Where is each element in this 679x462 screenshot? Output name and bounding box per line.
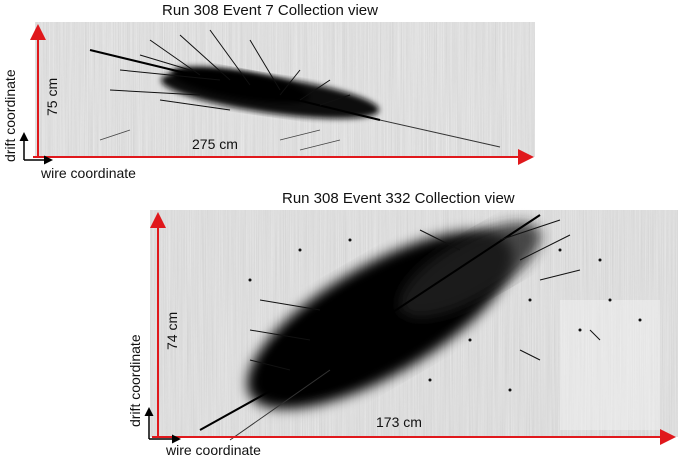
event-7-axis-icon [19, 132, 53, 165]
event-7-horizontal-scale-label: 275 cm [192, 136, 238, 152]
event-7-vertical-scale-label: 75 cm [44, 77, 60, 116]
event-332-image [150, 210, 678, 441]
event-7-image [35, 22, 535, 157]
event-7-wire-axis-label: wire coordinate [41, 165, 136, 181]
event-7-title: Run 308 Event 7 Collection view [162, 2, 378, 19]
event-332-wire-axis-label: wire coordinate [166, 442, 261, 458]
event-332-vertical-scale-label: 74 cm [164, 311, 180, 350]
event-7-drift-axis-label: drift coordinate [2, 69, 18, 162]
event-332-axis-icon [144, 407, 181, 444]
event-332-horizontal-scale-label: 173 cm [376, 414, 422, 430]
event-7-scale-arrows [30, 24, 534, 165]
event-332-title: Run 308 Event 332 Collection view [282, 190, 515, 207]
event-332-scale-arrows [150, 212, 676, 445]
event-332-drift-axis-label: drift coordinate [127, 334, 143, 427]
